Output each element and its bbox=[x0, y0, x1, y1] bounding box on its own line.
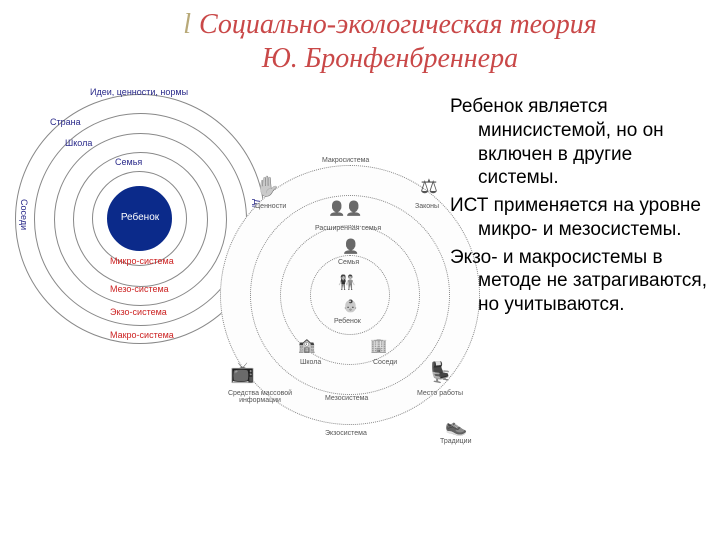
shoes-icon: 👟 bbox=[445, 417, 467, 435]
glabel-school: Школа bbox=[300, 359, 321, 366]
para-1: Ребенок является минисистемой, но он вкл… bbox=[450, 95, 710, 190]
slide-title: l Социально-экологическая теория Ю. Бронф… bbox=[0, 0, 720, 75]
scales-icon: ⚖ bbox=[420, 177, 438, 197]
chair-icon: 💺 bbox=[428, 363, 453, 383]
glabel-neigh: Соседи bbox=[373, 359, 397, 366]
para-2: ИСТ применяется на уровне микро- и мезос… bbox=[450, 194, 710, 242]
person-icon: 👤 bbox=[342, 239, 359, 253]
glabel-extfam: Расширенная семья bbox=[315, 225, 381, 232]
glabel-meso: Мезосистема bbox=[325, 395, 368, 402]
para-3: Экзо- и макросистемы в методе не затраги… bbox=[450, 246, 710, 317]
side-label-left: Соседи bbox=[19, 199, 29, 230]
ring-label-country: Страна bbox=[50, 117, 81, 127]
tag-meso: Мезо-система bbox=[110, 284, 169, 294]
couple-icon: 👫 bbox=[338, 275, 355, 289]
title-bullet: l bbox=[183, 9, 191, 40]
glabel-family: Семья bbox=[338, 259, 359, 266]
body-text: Ребенок является минисистемой, но он вкл… bbox=[450, 95, 710, 321]
baby-icon: 👶 bbox=[343, 300, 358, 312]
glabel-laws: Законы bbox=[415, 203, 439, 210]
title-line2: Ю. Бронфенбреннера bbox=[262, 43, 518, 74]
tag-micro: Микро-система bbox=[110, 256, 174, 266]
tag-macro: Макро-система bbox=[110, 330, 174, 340]
tv-icon: 📺 bbox=[230, 363, 255, 383]
glabel-work: Место работы bbox=[410, 390, 470, 397]
ring-label-family: Семья bbox=[115, 157, 142, 167]
glabel-macro: Макросистема bbox=[322, 157, 369, 164]
school-icon: 🏫 bbox=[298, 338, 315, 352]
buildings-icon: 🏢 bbox=[370, 338, 387, 352]
center-ring-diagram: Макросистема Ценности Законы Расширенная… bbox=[210, 135, 490, 465]
glabel-media: Средства массовой информации bbox=[225, 390, 295, 404]
glabel-child: Ребенок bbox=[334, 318, 361, 325]
ring-label-school: Школа bbox=[65, 138, 92, 148]
hand-icon: ✋ bbox=[255, 177, 280, 197]
glabel-values: Ценности bbox=[255, 203, 286, 210]
tag-exo: Экзо-система bbox=[110, 307, 167, 317]
people-icon: 👤👤 bbox=[328, 201, 363, 215]
glabel-trad: Традиции bbox=[440, 438, 472, 445]
content-area: Ребенок Идеи, ценности, нормы Страна Шко… bbox=[0, 95, 720, 540]
core-label: Ребенок bbox=[110, 212, 170, 223]
ring-label-ideas: Идеи, ценности, нормы bbox=[90, 87, 188, 97]
title-line1: Социально-экологическая теория bbox=[199, 9, 597, 40]
glabel-exo: Экзосистема bbox=[325, 430, 367, 437]
